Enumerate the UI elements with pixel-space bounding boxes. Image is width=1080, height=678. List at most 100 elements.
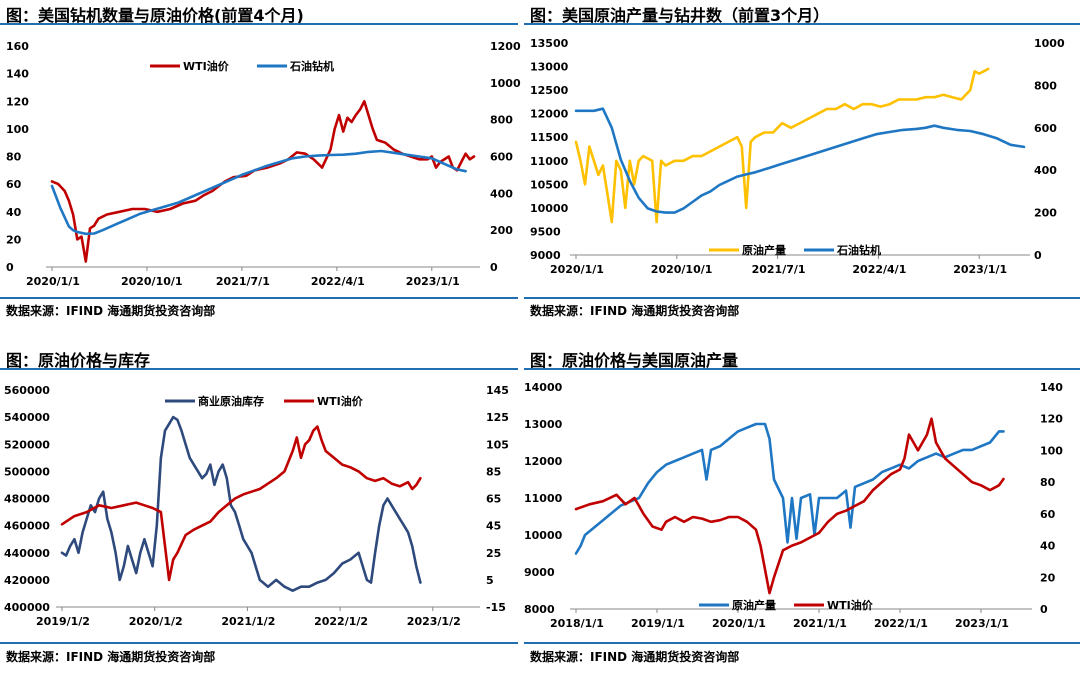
y-right-tick-label: 800 <box>1034 79 1057 92</box>
y-right-tick-label: 60 <box>1040 508 1056 521</box>
chart-svg: 400000 420000 440000 460000 480000 500000 5200… <box>4 384 509 628</box>
legend-label: 石油钻机 <box>836 243 881 257</box>
x-tick-label: 2023/1/2 <box>407 615 461 628</box>
x-tick-label: 2022/4/1 <box>311 275 365 288</box>
y-left-tick-label: 10000 <box>530 202 569 215</box>
source-divider <box>0 642 518 644</box>
y-left-tick-label: 13000 <box>524 418 563 431</box>
x-tick-label: 2019/1/2 <box>36 615 90 628</box>
y-right-tick-label: 200 <box>1034 207 1057 220</box>
source-note: 数据来源：IFIND 海通期货投资咨询部 <box>6 650 216 664</box>
legend-label: WTI油价 <box>317 394 364 408</box>
y-left-tick-label: 80 <box>6 151 22 164</box>
y-right-tick-label: 0 <box>490 261 498 274</box>
y-right-tick-label: 1200 <box>490 40 521 53</box>
legend-label: 商业原油库存 <box>198 394 264 408</box>
y-right-tick-label: 145 <box>486 384 509 397</box>
y-left-tick-label: 13500 <box>530 37 569 50</box>
legend-label: 原油产量 <box>732 598 776 612</box>
legend-label: WTI油价 <box>827 598 874 612</box>
y-left-tick-label: 40 <box>6 206 22 219</box>
source-note: 数据来源：IFIND 海通期货投资咨询部 <box>6 304 216 318</box>
y-left-tick-label: 520000 <box>4 438 50 451</box>
y-right-tick-label: 45 <box>486 520 501 533</box>
series-line-石油钻机 <box>574 107 1026 214</box>
x-tick-label: 2021/1/2 <box>221 615 275 628</box>
legend-label: WTI油价 <box>183 59 230 73</box>
chart-title: 图：美国原油产量与钻井数（前置3个月） <box>530 6 830 25</box>
series-line-石油钻机 <box>50 149 467 236</box>
y-left-tick-label: 9000 <box>530 249 561 262</box>
series-line-原油产量 <box>574 422 1005 555</box>
x-tick-label: 2021/7/1 <box>752 263 806 276</box>
source-note: 数据来源：IFIND 海通期货投资咨询部 <box>530 304 740 318</box>
y-left-tick-label: 13000 <box>530 61 569 74</box>
y-right-tick-label: 600 <box>1034 122 1057 135</box>
x-tick-label: 2020/10/1 <box>651 263 713 276</box>
title-divider <box>0 23 518 25</box>
y-right-tick-label: 1000 <box>1034 37 1065 50</box>
y-left-tick-label: 400000 <box>4 601 50 614</box>
x-tick-label: 2020/1/2 <box>129 615 183 628</box>
y-left-tick-label: 10500 <box>530 178 569 191</box>
chart-panel-rig-vs-price: 图：美国钻机数量与原油价格(前置4个月) 0 20 40 60 80 100 120 140 1… <box>0 0 540 333</box>
chart-panel-output-vs-rig: 图：美国原油产量与钻井数（前置3个月） 9000 9500 10000 10500 11… <box>524 0 1080 333</box>
y-left-tick-label: 12500 <box>530 84 569 97</box>
y-left-tick-label: 10000 <box>524 529 563 542</box>
legend-label: 原油产量 <box>742 243 786 257</box>
y-left-tick-label: 14000 <box>524 381 563 394</box>
y-left-tick-label: 500000 <box>4 465 50 478</box>
y-right-tick-label: 105 <box>486 438 509 451</box>
source-note: 数据来源：IFIND 海通期货投资咨询部 <box>530 650 740 664</box>
source-divider <box>524 297 1080 299</box>
chart-panel-price-vs-output: 图：原油价格与美国原油产量 8000 9000 10000 11000 12000 130… <box>524 345 1080 678</box>
chart-title: 图：原油价格与库存 <box>6 351 151 370</box>
y-left-tick-label: 11500 <box>530 131 569 144</box>
x-tick-label: 2020/1/1 <box>550 263 604 276</box>
x-tick-label: 2020/1/1 <box>712 617 766 630</box>
y-right-tick-label: 25 <box>486 547 501 560</box>
title-divider <box>0 368 518 370</box>
y-right-tick-label: 40 <box>1040 540 1056 553</box>
series-line-WTI油价 <box>60 425 422 582</box>
y-left-tick-label: 540000 <box>4 411 50 424</box>
y-left-tick-label: 8000 <box>524 603 555 616</box>
chart-panel-price-vs-inventory: 图：原油价格与库存 400000 420000 440000 460000 480000… <box>0 345 540 678</box>
y-left-tick-label: 11000 <box>524 492 563 505</box>
y-right-tick-label: 400 <box>1034 164 1057 177</box>
y-left-tick-label: 11000 <box>530 155 569 168</box>
series-line-WTI油价 <box>574 417 1005 595</box>
y-right-tick-label: 5 <box>486 574 494 587</box>
series-line-WTI油价 <box>50 100 476 263</box>
y-right-tick-label: 120 <box>1040 413 1063 426</box>
y-left-tick-label: 100 <box>6 123 29 136</box>
y-right-tick-label: 125 <box>486 411 509 424</box>
y-left-tick-label: 140 <box>6 68 29 81</box>
y-right-tick-label: 200 <box>490 224 513 237</box>
y-right-tick-label: 140 <box>1040 381 1063 394</box>
y-left-tick-label: 480000 <box>4 493 50 506</box>
y-right-tick-label: 600 <box>490 151 513 164</box>
source-divider <box>524 642 1080 644</box>
x-tick-label: 2022/4/1 <box>852 263 906 276</box>
y-left-tick-label: 160 <box>6 40 29 53</box>
y-right-tick-label: -15 <box>486 601 506 614</box>
y-right-tick-label: 100 <box>1040 444 1063 457</box>
y-right-tick-label: 85 <box>486 465 501 478</box>
y-right-tick-label: 65 <box>486 493 501 506</box>
chart-svg: 0 20 40 60 80 100 120 140 160 0 200 400 600 800 1000 12… <box>6 40 521 288</box>
y-left-tick-label: 560000 <box>4 384 50 397</box>
chart-title: 图：原油价格与美国原油产量 <box>530 351 739 370</box>
x-tick-label: 2020/1/1 <box>26 275 80 288</box>
y-left-tick-label: 460000 <box>4 520 50 533</box>
x-tick-label: 2023/1/1 <box>955 617 1009 630</box>
chart-svg: 8000 9000 10000 11000 12000 13000 14000 0 20 40 60… <box>524 381 1063 630</box>
y-right-tick-label: 800 <box>490 114 513 127</box>
chart-svg: 9000950010000105001100011500120001250013… <box>530 37 1065 276</box>
y-left-tick-label: 440000 <box>4 547 50 560</box>
x-tick-label: 2022/1/1 <box>874 617 928 630</box>
source-divider <box>0 297 518 299</box>
y-right-tick-label: 400 <box>490 187 513 200</box>
y-left-tick-label: 60 <box>6 178 22 191</box>
x-tick-label: 2019/1/1 <box>631 617 685 630</box>
